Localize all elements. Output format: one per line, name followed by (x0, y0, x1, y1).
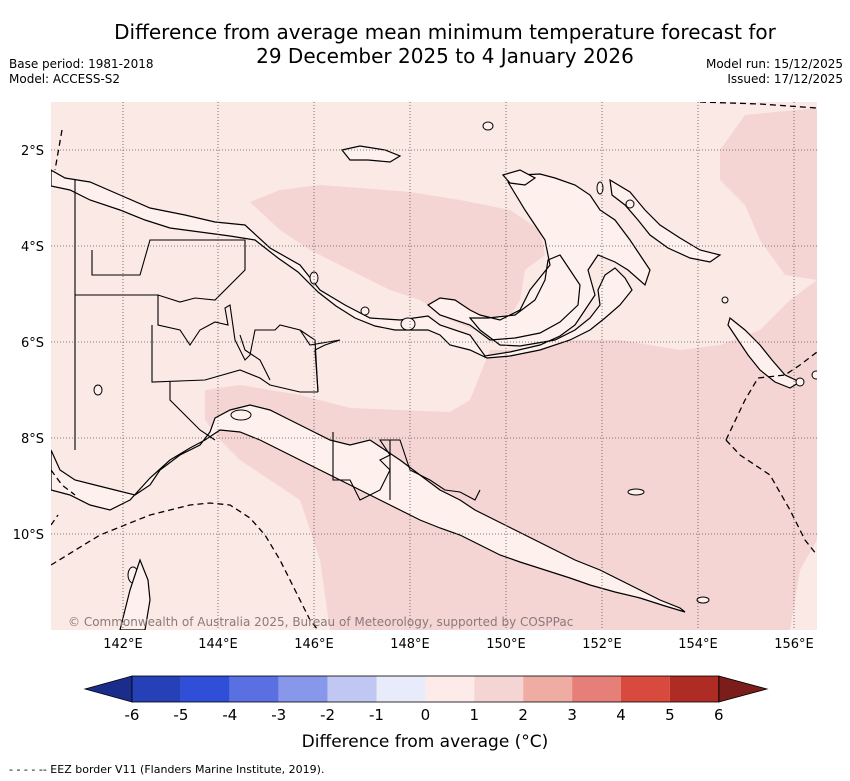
colorbar-tick-label: 2 (518, 706, 528, 724)
new-britain-island (609, 178, 722, 263)
copyright-text: © Commonwealth of Australia 2025, Bureau… (68, 615, 573, 629)
longitude-labels: 142°E 144°E 146°E 148°E 150°E 152°E 154°… (103, 637, 814, 652)
colorbar-extend-high (718, 675, 769, 703)
colorbar-tick-label: 6 (714, 706, 724, 724)
lat-label: 6°S (21, 336, 44, 351)
colorbar-extend-low (83, 675, 133, 703)
colorbar-segment (180, 676, 230, 702)
model-run: Model run: 15/12/2025 (705, 57, 843, 71)
lon-label: 146°E (294, 637, 334, 652)
colorbar-segment (376, 676, 426, 702)
colorbar-outline (131, 675, 720, 703)
map-area: © Commonwealth of Australia 2025, Bureau… (51, 102, 817, 630)
colorbar-segment (621, 676, 670, 702)
colorbar-tick-label: 4 (616, 706, 626, 724)
gridlines (51, 102, 817, 630)
title-line-1: Difference from average mean minimum tem… (114, 20, 776, 44)
meta-right: Model run: 15/12/2025 Issued: 17/12/2025 (706, 57, 843, 87)
lon-label: 148°E (390, 637, 430, 652)
meta-left: Base period: 1981-2018 Model: ACCESS-S2 (9, 57, 154, 87)
colorbar-tick-label: -4 (222, 706, 237, 724)
anomaly-region-north (250, 185, 545, 330)
colorbar-tick-label: 5 (665, 706, 675, 724)
colorbar-segment (669, 676, 719, 702)
colorbar-tick-label: 3 (567, 706, 577, 724)
lon-label: 152°E (582, 637, 622, 652)
colorbar-tick-label: -6 (125, 706, 140, 724)
lon-label: 144°E (198, 637, 238, 652)
cape-york-coast (119, 558, 151, 630)
anomaly-region-northeast (720, 108, 817, 280)
colorbar-tick-label: -3 (271, 706, 286, 724)
colorbar-label: Difference from average (°C) (301, 732, 549, 752)
lat-label: 8°S (21, 432, 44, 447)
papua-southern-coast (51, 404, 686, 613)
colorbar-ticks: -6 -5 -4 -3 -2 -1 0 1 2 3 4 5 6 (125, 706, 724, 724)
latitude-labels: 2°S 4°S 6°S 8°S 10°S (13, 144, 44, 543)
manus-island (340, 145, 402, 163)
colorbar-segment (523, 676, 573, 702)
colorbar-segment (278, 676, 328, 702)
colorbar-segment (572, 676, 621, 702)
lon-label: 154°E (678, 637, 718, 652)
issued-date: Issued: 17/12/2025 (727, 72, 843, 86)
colorbar-segment (229, 676, 279, 702)
map-title: Difference from average mean minimum tem… (0, 20, 850, 68)
title-line-2: 29 December 2025 to 4 January 2026 (256, 44, 634, 68)
lat-label: 10°S (13, 528, 44, 543)
colorbar-tick-label: 1 (470, 706, 480, 724)
eez-borders (51, 102, 817, 630)
new-guinea-coast (51, 169, 651, 359)
small-islands (93, 121, 817, 604)
new-ireland-island (727, 316, 802, 389)
colorbar-segment (425, 676, 475, 702)
anomaly-region-south (205, 280, 817, 630)
lat-label: 4°S (21, 240, 44, 255)
colorbar-tick-label: -5 (173, 706, 188, 724)
lat-label: 2°S (21, 144, 44, 159)
colorbar-tick-label: 0 (421, 706, 431, 724)
province-borders (74, 180, 481, 501)
colorbar-segment (132, 676, 181, 702)
colorbar-tick-label: -1 (369, 706, 384, 724)
lon-label: 142°E (103, 637, 143, 652)
model-name: Model: ACCESS-S2 (9, 72, 121, 86)
colorbar-segment (474, 676, 524, 702)
base-period: Base period: 1981-2018 (9, 57, 154, 71)
lon-label: 156°E (774, 637, 814, 652)
colorbar-segment (327, 676, 377, 702)
bougainville-island (501, 169, 537, 186)
eez-footer-note: - - - - -- EEZ border V11 (Flanders Mari… (9, 763, 325, 776)
colorbar (83, 675, 769, 703)
lon-label: 150°E (486, 637, 526, 652)
colorbar-tick-label: -2 (320, 706, 335, 724)
